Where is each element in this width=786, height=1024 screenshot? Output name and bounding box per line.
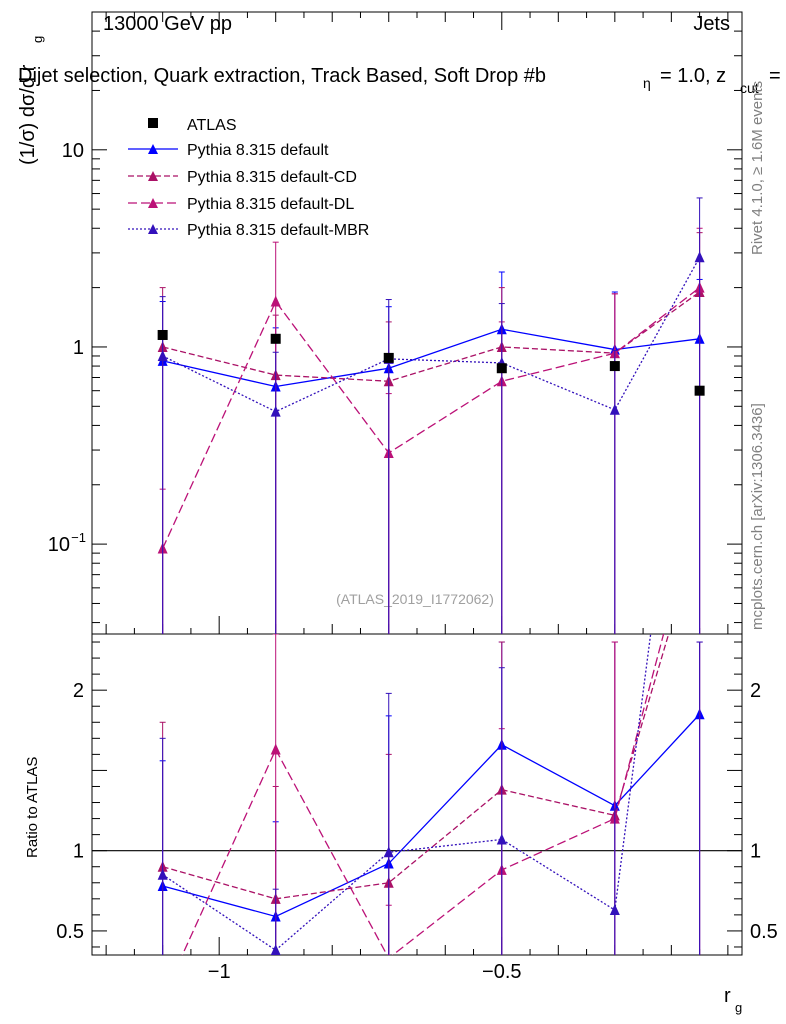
ratio-point-pythia-8-315-default-mbr bbox=[270, 944, 281, 955]
xlabel: r g bbox=[724, 985, 742, 1015]
main-point-pythia-8-315-default-mbr bbox=[270, 405, 281, 417]
main-point-atlas bbox=[609, 361, 620, 372]
main-point-atlas bbox=[383, 352, 394, 363]
legend-marker-dl bbox=[148, 198, 158, 208]
ratio-point-pythia-8-315-default-dl bbox=[270, 743, 281, 755]
title-eq: = bbox=[769, 65, 781, 87]
title-sub-eta: η bbox=[643, 75, 651, 91]
main-ytick-label: 10 bbox=[62, 140, 84, 162]
main-data bbox=[157, 197, 705, 634]
xlabel-text: r bbox=[724, 985, 731, 1007]
ratio-line-pythia-8-315-default-mbr bbox=[162, 634, 652, 952]
ratio-axes: 0.5 0.5 1 1 2 2 −1 −0.5 bbox=[56, 633, 778, 983]
legend-label-mbr: Pythia 8.315 default-MBR bbox=[187, 222, 369, 239]
legend-label-default: Pythia 8.315 default bbox=[187, 142, 329, 159]
title-suffix: = 1.0, z bbox=[660, 65, 726, 87]
legend-entry-dl: Pythia 8.315 default-DL bbox=[128, 196, 354, 213]
legend-marker-mbr bbox=[148, 224, 158, 234]
main-series-atlas bbox=[157, 329, 705, 396]
legend: ATLAS Pythia 8.315 default Pythia 8.315 … bbox=[128, 117, 369, 239]
title-main: Dijet selection, Quark extraction, Track… bbox=[18, 65, 546, 87]
main-line-pythia-8-315-default bbox=[162, 328, 700, 388]
legend-entry-atlas: ATLAS bbox=[148, 117, 237, 134]
main-point-atlas bbox=[694, 385, 705, 396]
main-point-pythia-8-315-default-dl bbox=[270, 295, 281, 307]
main-ytick-exponent: −1 bbox=[71, 530, 86, 545]
ratio-ytick-label-left: 0.5 bbox=[56, 921, 84, 943]
legend-marker-default bbox=[148, 144, 158, 154]
main-series-pythia-8-315-default-dl bbox=[157, 227, 705, 634]
ratio-point-pythia-8-315-default-mbr bbox=[383, 846, 394, 858]
main-point-pythia-8-315-default-mbr bbox=[609, 403, 620, 415]
legend-marker-cd bbox=[148, 171, 158, 181]
main-ylabel-text: (1/σ) dσ/d r bbox=[17, 64, 39, 165]
ratio-ytick-label-right: 0.5 bbox=[750, 921, 778, 943]
main-point-atlas bbox=[270, 333, 281, 344]
energy-label: 13000 GeV pp bbox=[103, 13, 232, 35]
category-label: Jets bbox=[693, 13, 730, 35]
main-ytick-label: 10 bbox=[48, 534, 70, 556]
main-frame bbox=[91, 11, 743, 635]
ratio-ylabel: Ratio to ATLAS bbox=[24, 757, 41, 858]
rivet-label: Rivet 4.1.0, ≥ 1.6M events bbox=[749, 81, 766, 255]
ratio-line-pythia-8-315-default bbox=[162, 713, 701, 918]
main-ylabel: (1/σ) dσ/d r g bbox=[17, 36, 45, 165]
ratio-point-pythia-8-315-default-dl bbox=[158, 992, 168, 1003]
legend-entry-default: Pythia 8.315 default bbox=[128, 142, 329, 159]
ratio-frame bbox=[91, 633, 743, 956]
legend-label-atlas: ATLAS bbox=[187, 117, 237, 134]
ratio-point-pythia-8-315-default-mbr bbox=[496, 833, 507, 845]
ratio-data bbox=[157, 634, 705, 1003]
legend-label-dl: Pythia 8.315 default-DL bbox=[187, 196, 354, 213]
legend-entry-cd: Pythia 8.315 default-CD bbox=[128, 169, 357, 186]
main-line-pythia-8-315-default-dl bbox=[162, 287, 701, 549]
ratio-line-pythia-8-315-default-cd bbox=[162, 634, 670, 900]
ratio-series-pythia-8-315-default-dl bbox=[158, 634, 703, 1003]
main-series-pythia-8-315-default-cd bbox=[157, 232, 705, 634]
ratio-ytick-label-right: 1 bbox=[750, 841, 761, 863]
ratio-line-pythia-8-315-default-dl bbox=[181, 634, 665, 955]
main-point-pythia-8-315-default-mbr bbox=[694, 251, 705, 263]
plot-title: Dijet selection, Quark extraction, Track… bbox=[18, 65, 781, 96]
ratio-series-pythia-8-315-default bbox=[157, 641, 705, 955]
main-series-pythia-8-315-default bbox=[157, 271, 705, 634]
main-ylabel-sub: g bbox=[30, 36, 45, 43]
ratio-ytick-label-left: 2 bbox=[73, 680, 84, 702]
xtick-label: −0.5 bbox=[482, 961, 521, 983]
ratio-point-pythia-8-315-default-mbr bbox=[157, 868, 168, 880]
main-series-pythia-8-315-default-mbr bbox=[157, 197, 705, 634]
main-point-atlas bbox=[496, 363, 507, 374]
mcplots-label: mcplots.cern.ch [arXiv:1306.3436] bbox=[749, 403, 766, 630]
legend-entry-mbr: Pythia 8.315 default-MBR bbox=[128, 222, 369, 239]
legend-label-cd: Pythia 8.315 default-CD bbox=[187, 169, 357, 186]
main-line-pythia-8-315-default-mbr bbox=[162, 256, 701, 413]
legend-marker-atlas bbox=[148, 118, 158, 128]
xtick-label: −1 bbox=[208, 961, 231, 983]
main-ytick-label: 1 bbox=[73, 337, 84, 359]
xlabel-sub: g bbox=[735, 1000, 742, 1015]
ratio-ytick-label-right: 2 bbox=[750, 680, 761, 702]
analysis-watermark: (ATLAS_2019_I1772062) bbox=[336, 591, 494, 607]
ratio-series-pythia-8-315-default-mbr bbox=[157, 634, 703, 955]
main-point-atlas bbox=[157, 329, 168, 340]
ratio-ytick-label-left: 1 bbox=[73, 841, 84, 863]
title-sub-cut: cut bbox=[740, 80, 759, 96]
ratio-point-pythia-8-315-default-mbr bbox=[609, 904, 620, 916]
main-point-pythia-8-315-default-mbr bbox=[157, 349, 168, 361]
